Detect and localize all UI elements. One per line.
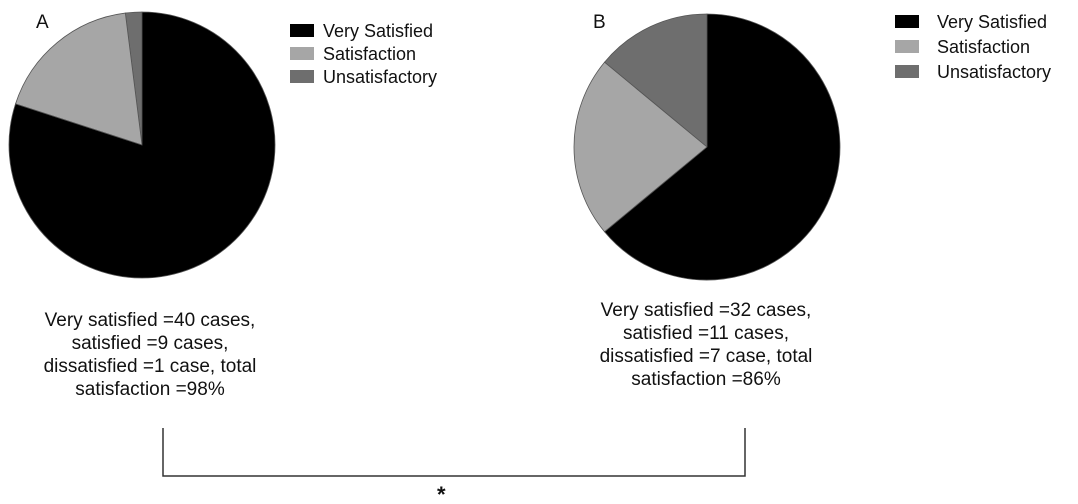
significance-asterisk: * — [437, 482, 446, 504]
legend-label-satisfaction: Satisfaction — [937, 37, 1030, 57]
panel-label-b: B — [593, 12, 606, 33]
caption-b: Very satisfied =32 cases, satisfied =11 … — [556, 299, 856, 391]
legend-swatch-satisfaction — [895, 40, 919, 53]
legend-label-very-satisfied: Very Satisfied — [937, 12, 1047, 32]
pie-slice-unsatisfactory — [603, 13, 708, 148]
caption-line: satisfied =9 cases, — [71, 333, 229, 354]
caption-line: Very satisfied =40 cases, — [44, 310, 256, 331]
panel-label-a: A — [36, 12, 49, 33]
caption-line: satisfaction =98% — [75, 379, 225, 400]
legend-label-satisfaction: Satisfaction — [323, 44, 416, 64]
legend-label-unsatisfactory: Unsatisfactory — [937, 62, 1051, 82]
legend-swatch-very-satisfied — [895, 15, 919, 28]
caption-line: dissatisfied =1 case, total — [43, 356, 257, 377]
legend-swatch-unsatisfactory — [290, 70, 314, 83]
pie-chart-a — [8, 11, 276, 279]
caption-line: satisfied =11 cases, — [623, 323, 789, 344]
legend-swatch-unsatisfactory — [895, 65, 919, 78]
legend-swatch-satisfaction — [290, 47, 314, 60]
pie-chart-b — [573, 13, 841, 281]
caption-line: dissatisfied =7 case, total — [599, 346, 813, 367]
caption-a: Very satisfied =40 cases, satisfied =9 c… — [0, 309, 300, 401]
caption-line: satisfaction =86% — [631, 369, 781, 390]
comparison-bracket — [162, 428, 746, 477]
legend-label-unsatisfactory: Unsatisfactory — [323, 67, 437, 87]
legend-swatch-very-satisfied — [290, 24, 314, 37]
pie-slice-satisfaction — [15, 12, 143, 146]
caption-line: Very satisfied =32 cases, — [600, 300, 812, 321]
pie-slice-very-satisfied — [8, 11, 276, 279]
legend-b: Very Satisfied Satisfaction Unsatisfacto… — [895, 12, 1051, 82]
pie-slice-very-satisfied — [603, 13, 841, 281]
legend-a: Very Satisfied Satisfaction Unsatisfacto… — [290, 21, 437, 87]
pie-slice-satisfaction — [573, 61, 708, 233]
legend-label-very-satisfied: Very Satisfied — [323, 21, 433, 41]
